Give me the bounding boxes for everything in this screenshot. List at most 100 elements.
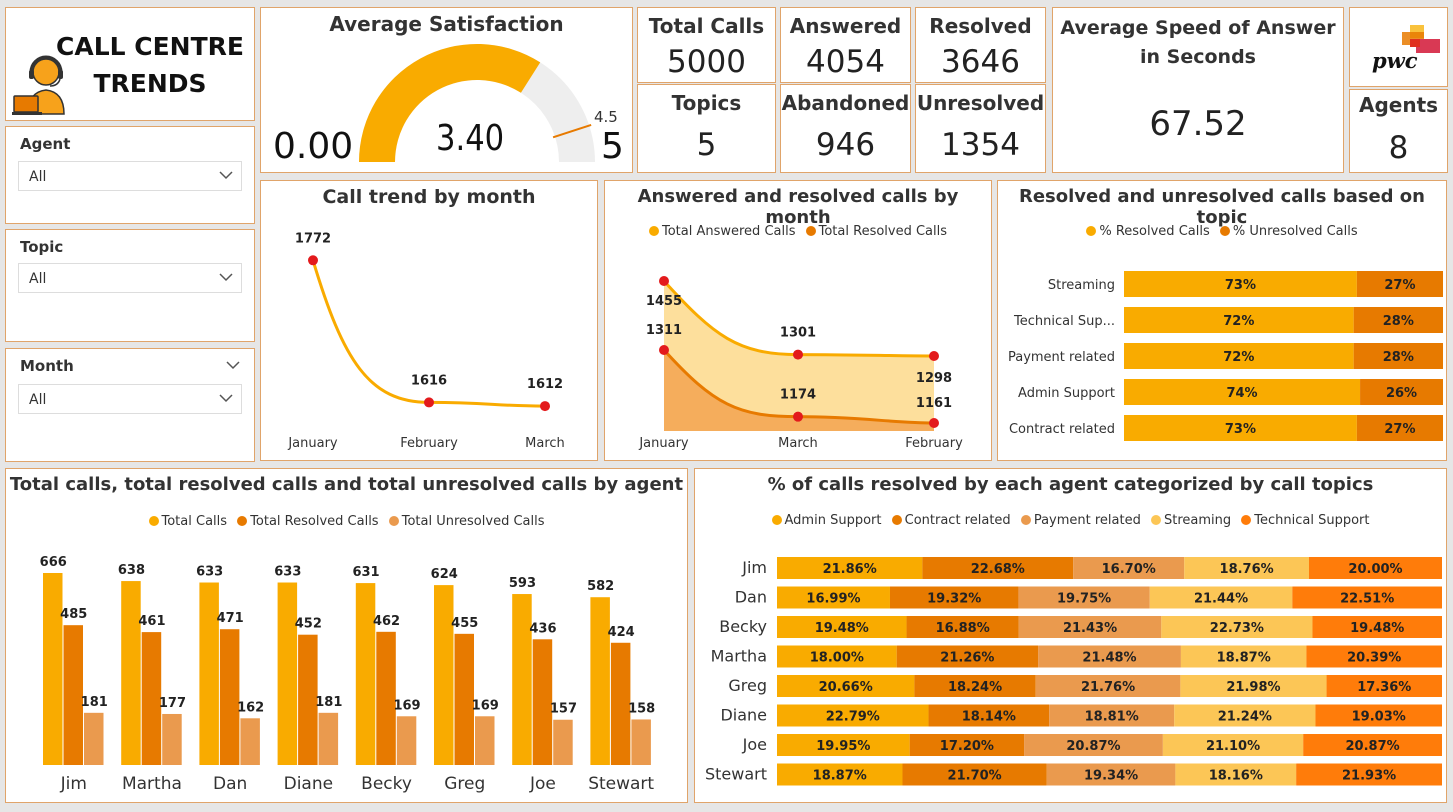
- legend-item[interactable]: Payment related: [1020, 513, 1141, 528]
- month-dropdown[interactable]: All: [18, 384, 242, 414]
- unresolved-bar: [1356, 271, 1443, 297]
- y-tick-label: Streaming: [1048, 278, 1115, 293]
- bar: [376, 631, 396, 765]
- segment-bar: [777, 586, 890, 609]
- legend-item[interactable]: % Unresolved Calls: [1219, 224, 1358, 239]
- x-tick-label: Stewart: [588, 774, 654, 794]
- data-label: 20.00%: [1348, 562, 1402, 577]
- unresolved-bar: [1353, 343, 1443, 369]
- speed-value: 67.52: [1149, 104, 1247, 144]
- segment-bar: [896, 645, 1039, 668]
- x-tick-label: Diane: [284, 774, 333, 794]
- segment-bar: [1303, 734, 1442, 756]
- y-tick-label: Technical Sup...: [1013, 314, 1115, 329]
- data-label: 20.87%: [1066, 739, 1120, 754]
- data-label: 28%: [1383, 350, 1414, 365]
- bar: [121, 581, 141, 765]
- agent-dropdown-value: All: [29, 169, 47, 185]
- data-label: 582: [587, 579, 614, 594]
- bar: [454, 633, 474, 765]
- y-tick-label: Contract related: [1009, 422, 1115, 437]
- bar: [532, 639, 553, 765]
- data-label: 16.99%: [806, 592, 860, 607]
- y-tick-label: Joe: [742, 735, 767, 754]
- topics-value: 5: [696, 127, 717, 163]
- legend-dot: [1241, 515, 1252, 525]
- segment-bar: [777, 763, 903, 786]
- data-label: 436: [529, 621, 556, 636]
- x-tick-label: Greg: [444, 774, 485, 794]
- data-label: 18.87%: [813, 769, 867, 784]
- abandoned-value: 946: [815, 127, 876, 163]
- agent-dropdown[interactable]: All: [18, 161, 242, 191]
- data-label: 21.76%: [1081, 680, 1135, 695]
- data-label: 1174: [780, 388, 816, 403]
- segment-bar: [1038, 645, 1181, 668]
- segment-bar: [922, 557, 1074, 579]
- segment-bar: [1312, 616, 1442, 638]
- legend-item[interactable]: % Resolved Calls: [1086, 224, 1210, 239]
- call-trend-title: Call trend by month: [322, 186, 536, 208]
- agent-topic-title: % of calls resolved by each agent catego…: [767, 474, 1374, 495]
- legend-item[interactable]: Streaming: [1150, 513, 1231, 528]
- data-label: 21.86%: [823, 562, 877, 577]
- legend-item[interactable]: Admin Support: [771, 513, 881, 528]
- legend-item[interactable]: Total Unresolved Calls: [388, 514, 545, 529]
- bar: [475, 716, 495, 765]
- resolved-value: 3646: [941, 44, 1020, 80]
- data-label: 22.51%: [1340, 592, 1394, 607]
- topics-label: Topics: [671, 91, 742, 115]
- legend-item[interactable]: Total Calls: [148, 514, 227, 529]
- topics-card: Topics 5: [637, 84, 776, 173]
- data-label: 20.39%: [1347, 651, 1401, 666]
- legend-item[interactable]: Technical Support: [1241, 513, 1369, 528]
- data-label: 18.81%: [1085, 710, 1139, 725]
- data-label: 21.98%: [1226, 680, 1280, 695]
- segment-bar: [777, 616, 907, 638]
- agent-calls-title: Total calls, total resolved calls and to…: [9, 474, 684, 495]
- call-trend-chart: 1772 January 1616 February 1612 March: [287, 231, 564, 451]
- resolved-point: [929, 418, 939, 428]
- segment-bar: [1018, 586, 1150, 609]
- data-label: 18.24%: [948, 680, 1002, 695]
- bar: [396, 716, 417, 765]
- bar: [199, 582, 219, 765]
- answered-resolved-chart-card: Answered and resolved calls by month Tot…: [604, 180, 992, 461]
- data-label: 624: [431, 567, 458, 582]
- answered-resolved-legend: Total Answered Calls Total Resolved Call…: [605, 224, 991, 239]
- legend-dot: [388, 516, 399, 526]
- trend-point: [540, 401, 550, 412]
- trend-line: [311, 259, 546, 408]
- title-line-1: CALL CENTRE: [56, 32, 244, 61]
- topic-dropdown[interactable]: All: [18, 263, 242, 293]
- data-label: 27%: [1384, 422, 1415, 437]
- legend-label: Technical Support: [1254, 513, 1370, 528]
- segment-bar: [1175, 763, 1297, 786]
- unresolved-value: 1354: [941, 127, 1020, 163]
- segment-bar: [1161, 616, 1313, 638]
- answered-point: [793, 349, 803, 360]
- segment-bar: [1180, 675, 1327, 697]
- segment-bar: [1073, 557, 1185, 579]
- bar: [84, 712, 104, 765]
- legend-label: % Unresolved Calls: [1232, 224, 1358, 239]
- legend-item[interactable]: Total Resolved Calls: [237, 514, 379, 529]
- agents-card: Agents 8: [1349, 89, 1448, 173]
- bar: [63, 625, 83, 765]
- legend-item[interactable]: Total Resolved Calls: [805, 224, 947, 239]
- data-label: 19.95%: [816, 739, 870, 754]
- data-label: 485: [60, 607, 87, 622]
- data-label: 1161: [916, 396, 952, 411]
- topic-chart-legend: % Resolved Calls % Unresolved Calls: [998, 224, 1446, 239]
- agents-value: 8: [1388, 130, 1409, 166]
- segment-bar: [777, 704, 929, 727]
- data-label: 21.93%: [1342, 769, 1396, 784]
- chevron-down-icon[interactable]: [226, 358, 240, 372]
- data-label: 633: [274, 565, 301, 580]
- unresolved-label: Unresolved: [916, 91, 1045, 115]
- chevron-down-icon: [219, 273, 233, 282]
- legend-item[interactable]: Total Answered Calls: [648, 224, 795, 239]
- data-label: 633: [196, 565, 223, 580]
- agent-topic-legend: Admin Support Contract related Payment r…: [695, 513, 1446, 528]
- legend-item[interactable]: Contract related: [891, 513, 1011, 528]
